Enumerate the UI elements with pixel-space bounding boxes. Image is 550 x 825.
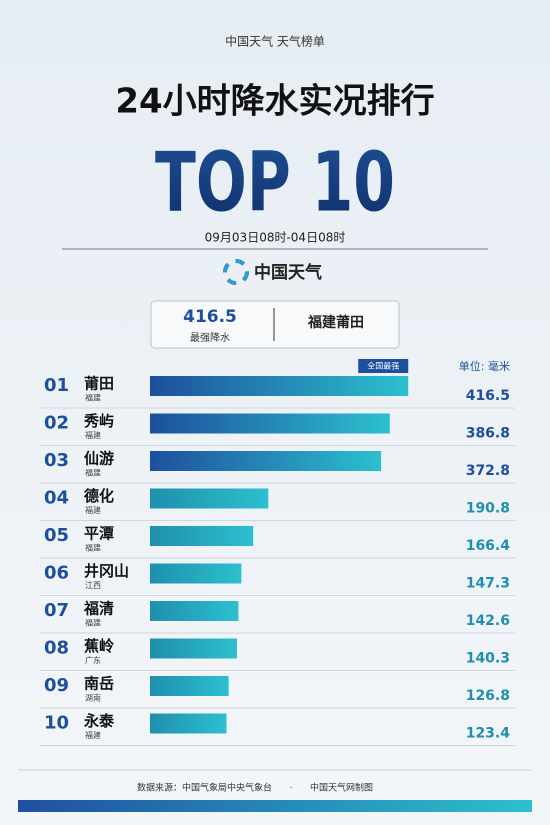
value-label: 123.4	[466, 726, 511, 742]
value-label: 142.6	[466, 613, 510, 629]
place-name: 德化	[84, 487, 114, 505]
rank: 05	[44, 525, 69, 546]
bar	[150, 488, 269, 509]
highlight-label: 最强降水	[190, 331, 230, 344]
top-heading: TOP 10	[155, 135, 395, 230]
bar	[150, 638, 237, 659]
place-name: 莆田	[84, 375, 114, 393]
logo-text: 中国天气	[254, 262, 322, 283]
province: 福建	[85, 430, 101, 440]
brand-line: 中国天气 天气榜单	[225, 34, 325, 49]
value-label: 416.5	[466, 388, 510, 404]
unit-label: 单位: 毫米	[459, 359, 510, 373]
province: 湖南	[85, 693, 101, 703]
footer-credit: 中国天气网制图	[310, 782, 373, 794]
highlight-value: 416.5	[183, 307, 237, 327]
province: 福建	[85, 505, 101, 515]
value-label: 166.4	[466, 538, 511, 554]
period: 09月03日08时-04日08时	[205, 231, 346, 245]
province: 福建	[85, 468, 101, 478]
province: 福建	[85, 543, 101, 553]
highlight-place: 福建莆田	[307, 314, 364, 331]
value-label: 386.8	[466, 426, 510, 442]
place-name: 蕉岭	[84, 637, 114, 655]
badge: 全国最强	[367, 361, 399, 371]
bar	[150, 713, 227, 734]
rank: 10	[44, 713, 69, 734]
bar	[150, 676, 229, 696]
logo	[223, 259, 249, 285]
province: 福建	[85, 393, 101, 403]
rank: 07	[44, 600, 69, 621]
bar	[150, 451, 382, 471]
footer-bar	[18, 800, 532, 812]
badge-bg	[358, 359, 409, 373]
footer-source: 数据来源：中国气象局中央气象台	[137, 782, 272, 794]
bar	[150, 376, 409, 396]
province: 福建	[85, 618, 101, 628]
province: 福建	[85, 730, 101, 740]
rank: 08	[44, 638, 69, 659]
value-label: 140.3	[466, 651, 510, 667]
place-name: 仙游	[84, 450, 114, 468]
place-name: 福清	[83, 600, 114, 618]
value-label: 372.8	[466, 463, 510, 479]
rank: 09	[44, 675, 69, 696]
value-label: 190.8	[466, 501, 510, 517]
bar	[150, 601, 239, 621]
title: 24小时降水实况排行	[115, 82, 434, 122]
rank: 01	[44, 375, 69, 396]
province: 广东	[85, 655, 101, 665]
place-name: 平潭	[84, 525, 114, 543]
footer-dot: ·	[290, 784, 293, 794]
bar	[150, 413, 390, 434]
rank: 04	[44, 488, 69, 509]
rank: 02	[44, 413, 69, 434]
rank: 03	[44, 450, 69, 471]
place-name: 秀屿	[83, 412, 114, 430]
value-label: 147.3	[466, 576, 510, 592]
place-name: 南岳	[84, 675, 114, 693]
bar	[150, 563, 242, 584]
bar	[150, 526, 254, 546]
highlight-box	[150, 300, 400, 349]
value-label: 126.8	[466, 688, 510, 704]
place-name: 永泰	[83, 712, 115, 730]
place-name: 井冈山	[84, 562, 129, 580]
province: 江西	[85, 581, 101, 590]
rank: 06	[44, 563, 69, 584]
